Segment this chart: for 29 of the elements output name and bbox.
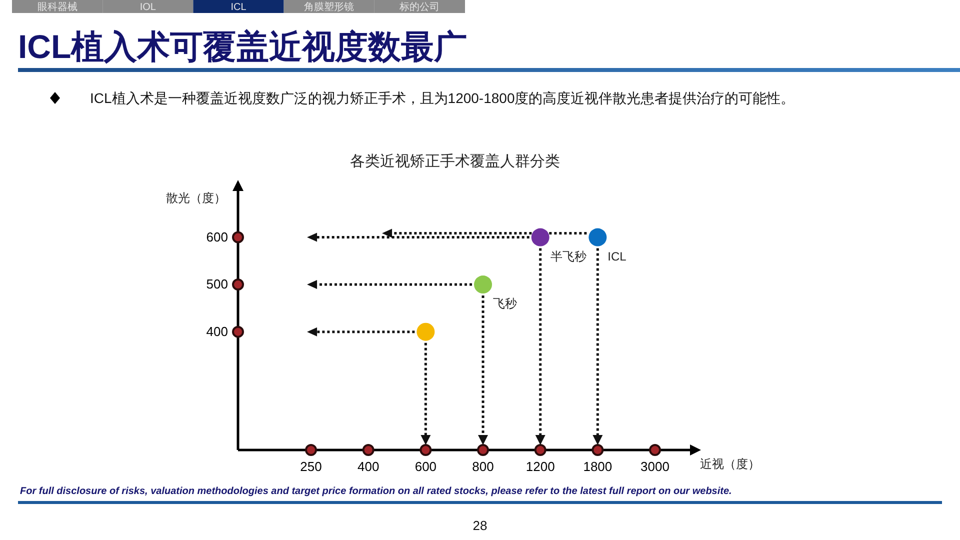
x-tick-label: 250 (300, 459, 322, 474)
text: 角膜塑形镜 (304, 1, 354, 13)
text: For full disclosure of risks, valuation methodologies and target price formation on all rated stocks, please refer to the latest full report on our website. (20, 486, 732, 497)
point (416, 322, 435, 341)
x-tick-label: 800 (472, 459, 494, 474)
y-tick-label: 500 (206, 276, 228, 292)
point (531, 228, 550, 246)
chart-subtitle: 各类近视矫正手术覆盖人群分类 (350, 153, 560, 170)
series-label: ICL (608, 249, 627, 264)
text: 28 (472, 518, 488, 533)
point (588, 228, 607, 246)
text: 眼科器械 (37, 1, 78, 13)
y-tick-label: 600 (206, 229, 228, 244)
chart-title: ICL植入术可覆盖近视度数最广 (18, 28, 468, 65)
series-label: 飞秒 (493, 296, 518, 311)
x-tick-label: 400 (357, 459, 380, 474)
x-tick-label: 1800 (583, 459, 612, 474)
y-axis-title: 散光（度） (166, 191, 226, 205)
x-tick-label: 600 (414, 459, 437, 474)
x-axis-title: 近视（度） (700, 457, 760, 471)
series-label: 半飞秒 (550, 249, 586, 264)
x-tick-label: 3000 (640, 459, 670, 474)
x-tick-label: 1200 (526, 459, 555, 474)
text: IOL (140, 2, 156, 13)
text: ICL植入术是一种覆盖近视度数广泛的视力矫正手术，且为1200-1800度的高度近视伴散光患者提供治疗的可能性。 (90, 90, 795, 106)
text: 标的公司 (398, 1, 440, 13)
y-tick-label: 400 (206, 324, 228, 339)
point (474, 276, 492, 294)
text: ICL (230, 2, 247, 13)
